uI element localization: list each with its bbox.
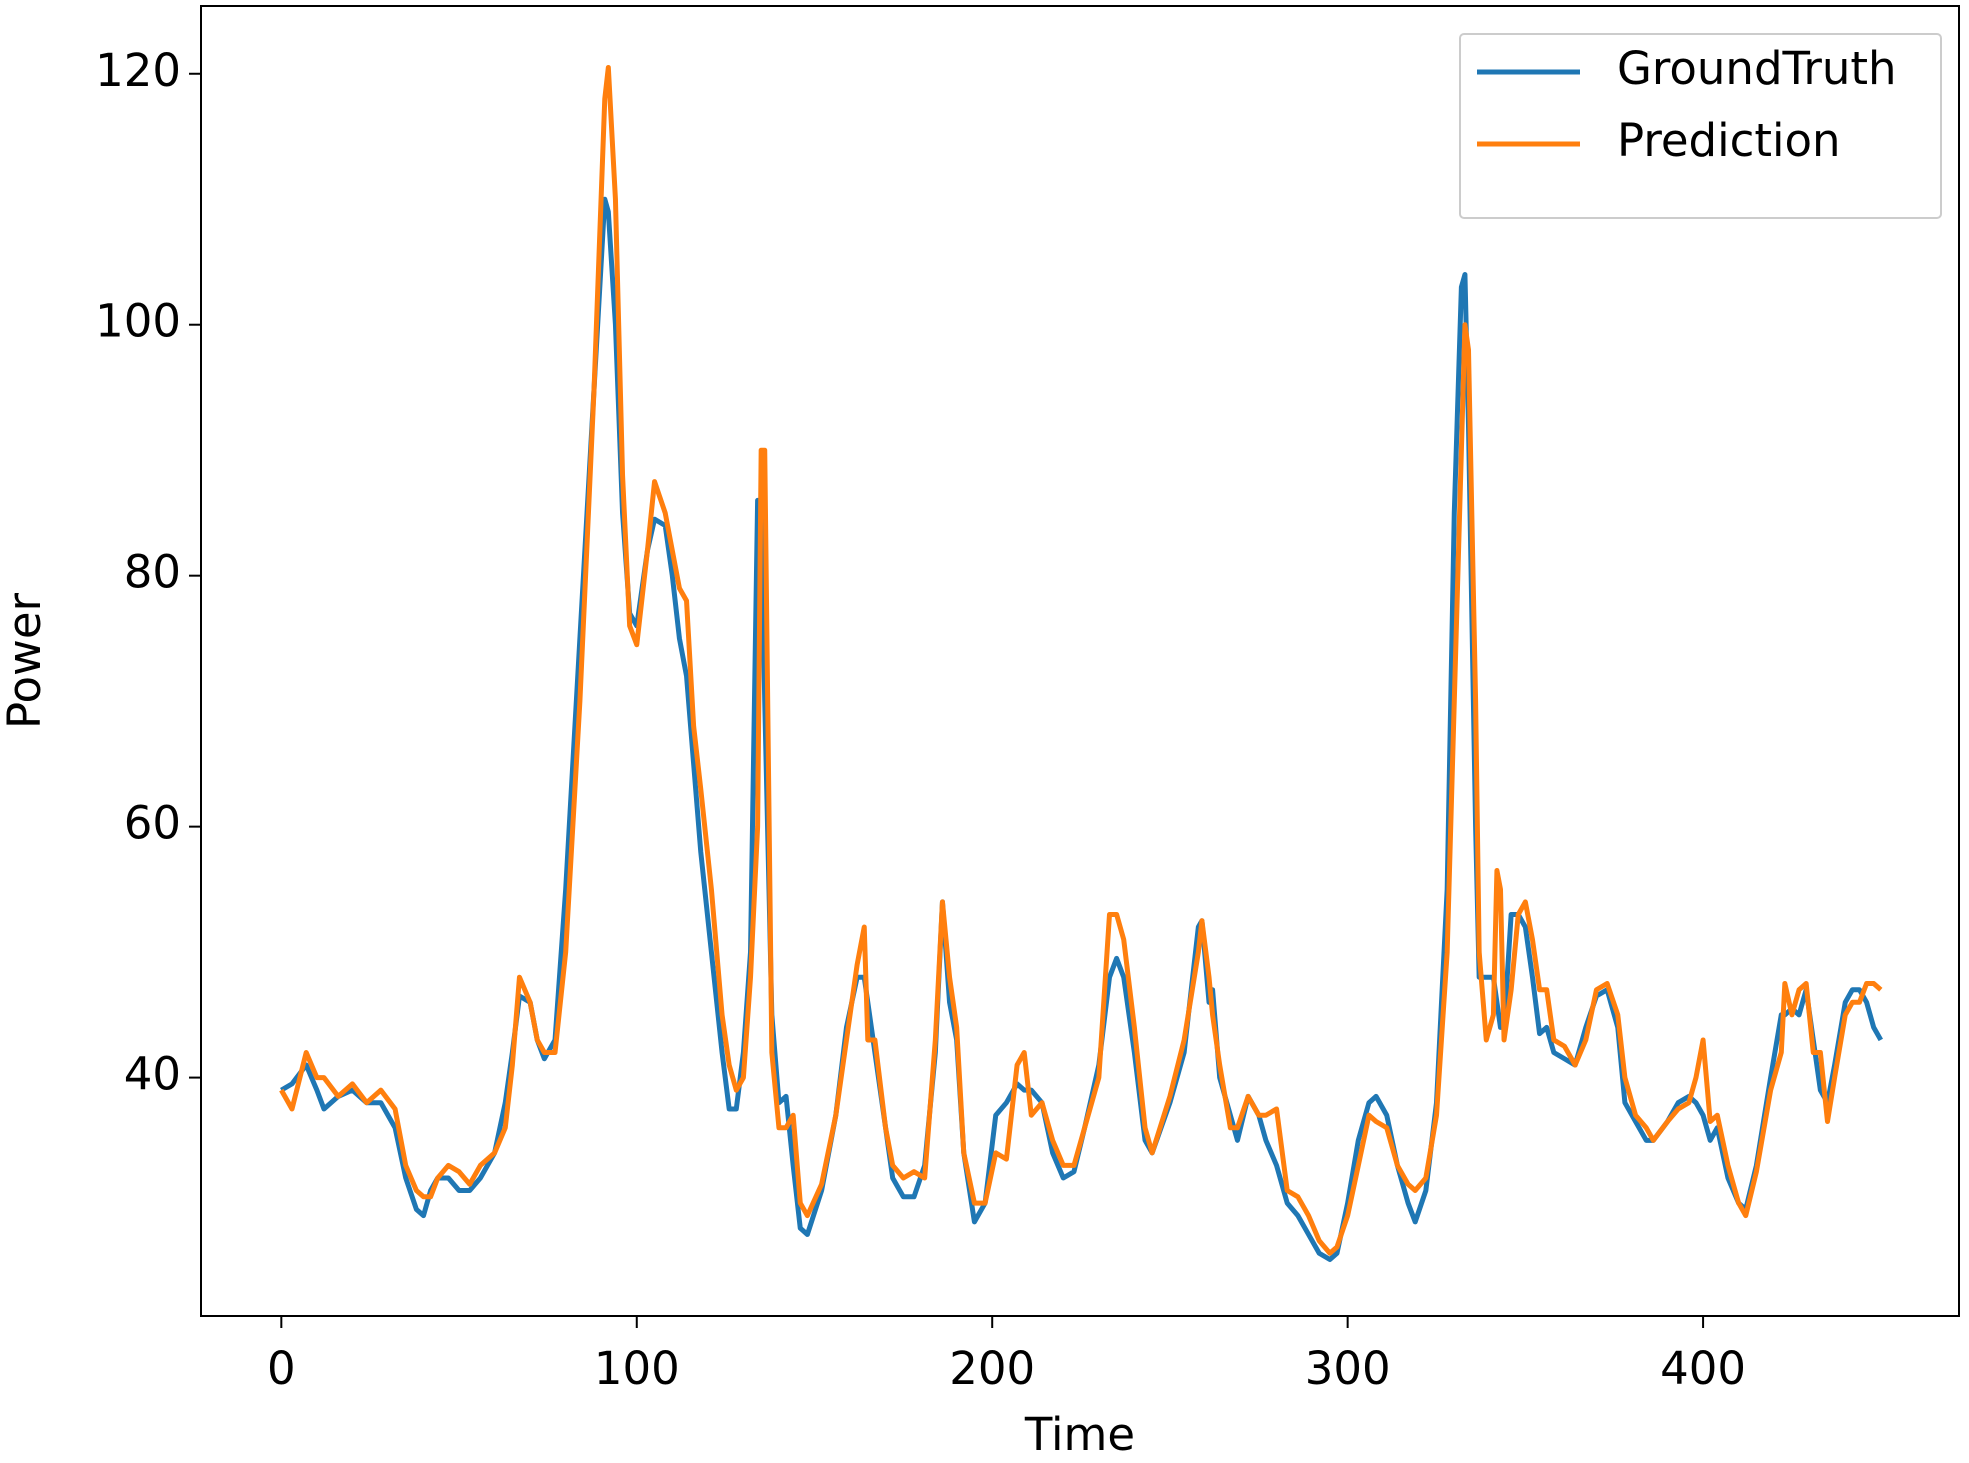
series-line xyxy=(279,64,1883,1256)
legend-label: Prediction xyxy=(1617,114,1841,167)
y-tick-label: 80 xyxy=(124,546,181,599)
x-tick-label: 200 xyxy=(949,1342,1035,1395)
x-tick-label: 400 xyxy=(1660,1342,1746,1395)
y-axis-label: Power xyxy=(0,592,51,729)
y-tick-label: 40 xyxy=(124,1048,181,1101)
series-line xyxy=(280,196,1883,1263)
y-tick-label: 60 xyxy=(124,797,181,850)
legend-box xyxy=(1459,33,1942,219)
x-axis-label: Time xyxy=(1024,1408,1135,1461)
x-tick-label: 0 xyxy=(267,1342,296,1395)
legend-label: GroundTruth xyxy=(1617,42,1897,95)
x-tick-label: 300 xyxy=(1305,1342,1391,1395)
y-tick-label: 120 xyxy=(95,44,181,97)
plot-frame xyxy=(200,5,1960,1317)
y-tick-label: 100 xyxy=(95,295,181,348)
x-tick-label: 100 xyxy=(594,1342,680,1395)
